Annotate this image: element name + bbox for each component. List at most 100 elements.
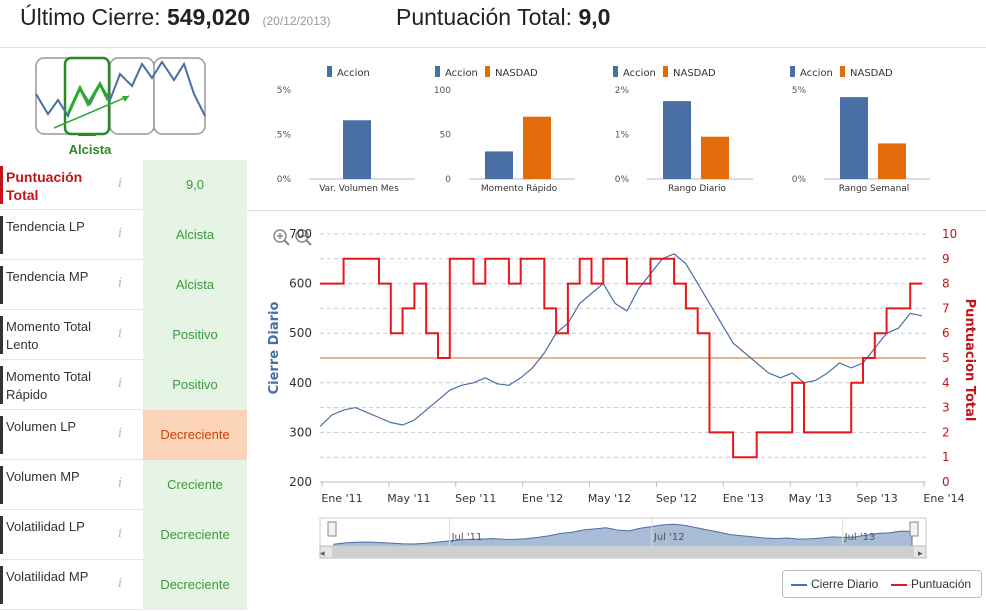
indicator-label: Volumen MP: [6, 469, 80, 484]
info-icon[interactable]: i: [118, 576, 123, 591]
row-marker: [0, 466, 3, 504]
info-icon[interactable]: i: [118, 376, 123, 391]
navigator-label: Jul '13: [844, 532, 876, 543]
score-series-line: [320, 257, 922, 459]
mini-legend-swatch: [663, 66, 668, 77]
mini-xlabel: Rango Diario: [668, 184, 727, 194]
info-icon[interactable]: i: [118, 526, 123, 541]
indicator-label: Tendencia LP: [6, 219, 85, 234]
chart-legend[interactable]: Cierre Diario Puntuación: [782, 570, 982, 598]
mini-chart-svg: Accion 5% 2.5% 0% Var. Volumen Mes: [275, 66, 415, 194]
header: Último Cierre: 549,020 (20/12/2013) Punt…: [0, 0, 986, 48]
indicator-value: Creciente: [143, 460, 247, 510]
y-right-tick-label: 10: [942, 227, 957, 241]
zoom-out-icon[interactable]: [295, 229, 312, 246]
x-tick-label: Sep '13: [856, 492, 897, 505]
navigator-handle-right[interactable]: [909, 521, 919, 537]
indicator-row: Puntuación Total i 9,0: [0, 160, 247, 210]
mini-xlabel: Var. Volumen Mes: [319, 184, 399, 194]
mini-ytick-label: 5%: [792, 86, 807, 96]
scrollbar-thumb: [332, 547, 914, 557]
info-icon[interactable]: i: [118, 276, 123, 291]
mini-chart-4: Accion NASDAD 5% 0% Rango Semanal: [790, 60, 940, 200]
indicator-row: Volatilidad MP i Decreciente: [0, 560, 247, 610]
legend-score-label: Puntuación: [911, 577, 972, 591]
indicator-value: Alcista: [143, 210, 247, 260]
row-marker: [0, 316, 3, 354]
mini-legend-swatch: [790, 66, 795, 77]
total-score: Puntuación Total: 9,0: [396, 4, 610, 31]
mini-ytick-label: 0%: [277, 175, 292, 185]
indicator-label: Momento Total Lento: [6, 319, 92, 352]
info-icon[interactable]: i: [118, 226, 123, 241]
info-icon[interactable]: i: [118, 476, 123, 491]
navigator-handle-left[interactable]: [327, 521, 337, 537]
mini-legend-swatch: [840, 66, 845, 77]
mini-legend-label: Accion: [445, 68, 478, 79]
indicator-label: Volatilidad MP: [6, 569, 89, 584]
indicator-row: Momento Total Lento i Positivo: [0, 310, 247, 360]
y-right-tick-label: 5: [942, 351, 950, 365]
row-marker: [0, 366, 3, 404]
mini-xlabel: Momento Rápido: [481, 184, 558, 194]
mini-bar: [878, 143, 906, 179]
legend-price-label: Cierre Diario: [811, 577, 879, 591]
mini-ytick-label: 50: [440, 131, 452, 141]
indicator-label: Momento Total Rápido: [6, 369, 92, 402]
y-left-tick-label: 700: [289, 227, 312, 241]
y-left-tick-label: 600: [289, 277, 312, 291]
zoom-out-circle: [295, 229, 309, 243]
mini-ytick-label: 2.5%: [275, 131, 291, 141]
trend-chart-icon: [35, 56, 206, 136]
mini-ytick-label: 100: [435, 86, 451, 96]
legend-item-score[interactable]: Puntuación: [891, 577, 971, 591]
indicator-value: Positivo: [143, 310, 247, 360]
total-score-label: Puntuación Total:: [396, 4, 573, 30]
indicator-value: Positivo: [143, 360, 247, 410]
indicator-row: Volumen MP i Creciente: [0, 460, 247, 510]
zoom-in-icon[interactable]: [273, 229, 290, 246]
mini-chart-1: Accion 5% 2.5% 0% Var. Volumen Mes: [275, 60, 425, 200]
y-left-tick-label: 200: [289, 475, 312, 489]
y-right-tick-label: 7: [942, 301, 950, 315]
info-icon[interactable]: i: [118, 426, 123, 441]
info-icon[interactable]: i: [118, 176, 123, 191]
mini-chart-svg: Accion NASDAD 5% 0% Rango Semanal: [790, 66, 930, 194]
indicator-label: Volumen LP: [6, 419, 77, 434]
x-tick-label: Ene '13: [723, 492, 764, 505]
y-right-tick-label: 2: [942, 425, 950, 439]
x-tick-label: Ene '14: [923, 492, 964, 505]
price-series-line: [319, 253, 923, 427]
indicator-row: Tendencia MP i Alcista: [0, 260, 247, 310]
mini-ytick-label: 5%: [277, 86, 292, 96]
y-right-tick-label: 0: [942, 475, 950, 489]
mini-legend-swatch: [613, 66, 618, 77]
y-right-tick-label: 4: [942, 376, 950, 390]
y-left-title: Cierre Diario: [267, 302, 282, 395]
indicator-value: Decreciente: [143, 560, 247, 610]
last-close: Último Cierre: 549,020 (20/12/2013): [20, 4, 331, 31]
legend-item-price[interactable]: Cierre Diario: [791, 577, 878, 591]
mini-bar: [663, 101, 691, 179]
zoom-out-handle: [305, 239, 312, 246]
mini-ytick-label: 0%: [615, 175, 630, 185]
mini-legend-swatch: [327, 66, 332, 77]
zoom-in-circle: [273, 229, 287, 243]
mini-ytick-label: 2%: [615, 86, 630, 96]
y-right-tick-label: 6: [942, 326, 950, 340]
y-right-tick-label: 1: [942, 450, 950, 464]
indicator-row: Momento Total Rápido i Positivo: [0, 360, 247, 410]
indicator-label: Puntuación Total: [6, 169, 83, 203]
indicator-label: Volatilidad LP: [6, 519, 85, 534]
indicator-value: Alcista: [143, 260, 247, 310]
indicator-row: Volatilidad LP i Decreciente: [0, 510, 247, 560]
mini-xlabel: Rango Semanal: [839, 184, 910, 194]
mini-chart-3: Accion NASDAD 2% 1% 0% Rango Diario: [613, 60, 763, 200]
mini-chart-2: Accion NASDAD 100 50 0 Momento Rápido: [435, 60, 585, 200]
x-tick-label: Ene '11: [321, 492, 362, 505]
indicator-value: 9,0: [143, 160, 247, 210]
last-close-label: Último Cierre:: [20, 4, 161, 30]
info-icon[interactable]: i: [118, 326, 123, 341]
mini-chart-svg: Accion NASDAD 2% 1% 0% Rango Diario: [613, 66, 753, 194]
navigator-area: [333, 523, 913, 547]
